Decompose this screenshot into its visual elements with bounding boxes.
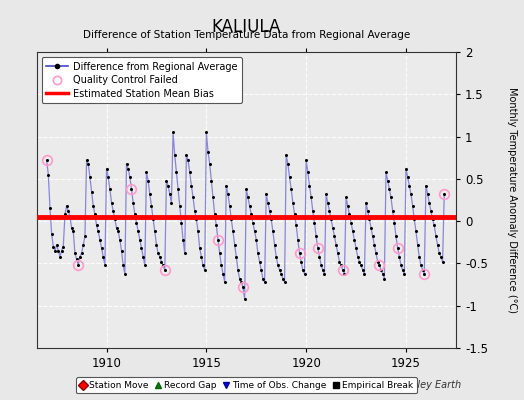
Text: Difference of Station Temperature Data from Regional Average: Difference of Station Temperature Data f… — [83, 30, 410, 40]
Text: KALIULA: KALIULA — [212, 18, 281, 36]
Legend: Difference from Regional Average, Quality Control Failed, Estimated Station Mean: Difference from Regional Average, Qualit… — [41, 57, 242, 103]
Y-axis label: Monthly Temperature Anomaly Difference (°C): Monthly Temperature Anomaly Difference (… — [507, 87, 517, 313]
Text: Berkeley Earth: Berkeley Earth — [389, 380, 461, 390]
Legend: Station Move, Record Gap, Time of Obs. Change, Empirical Break: Station Move, Record Gap, Time of Obs. C… — [76, 377, 417, 394]
